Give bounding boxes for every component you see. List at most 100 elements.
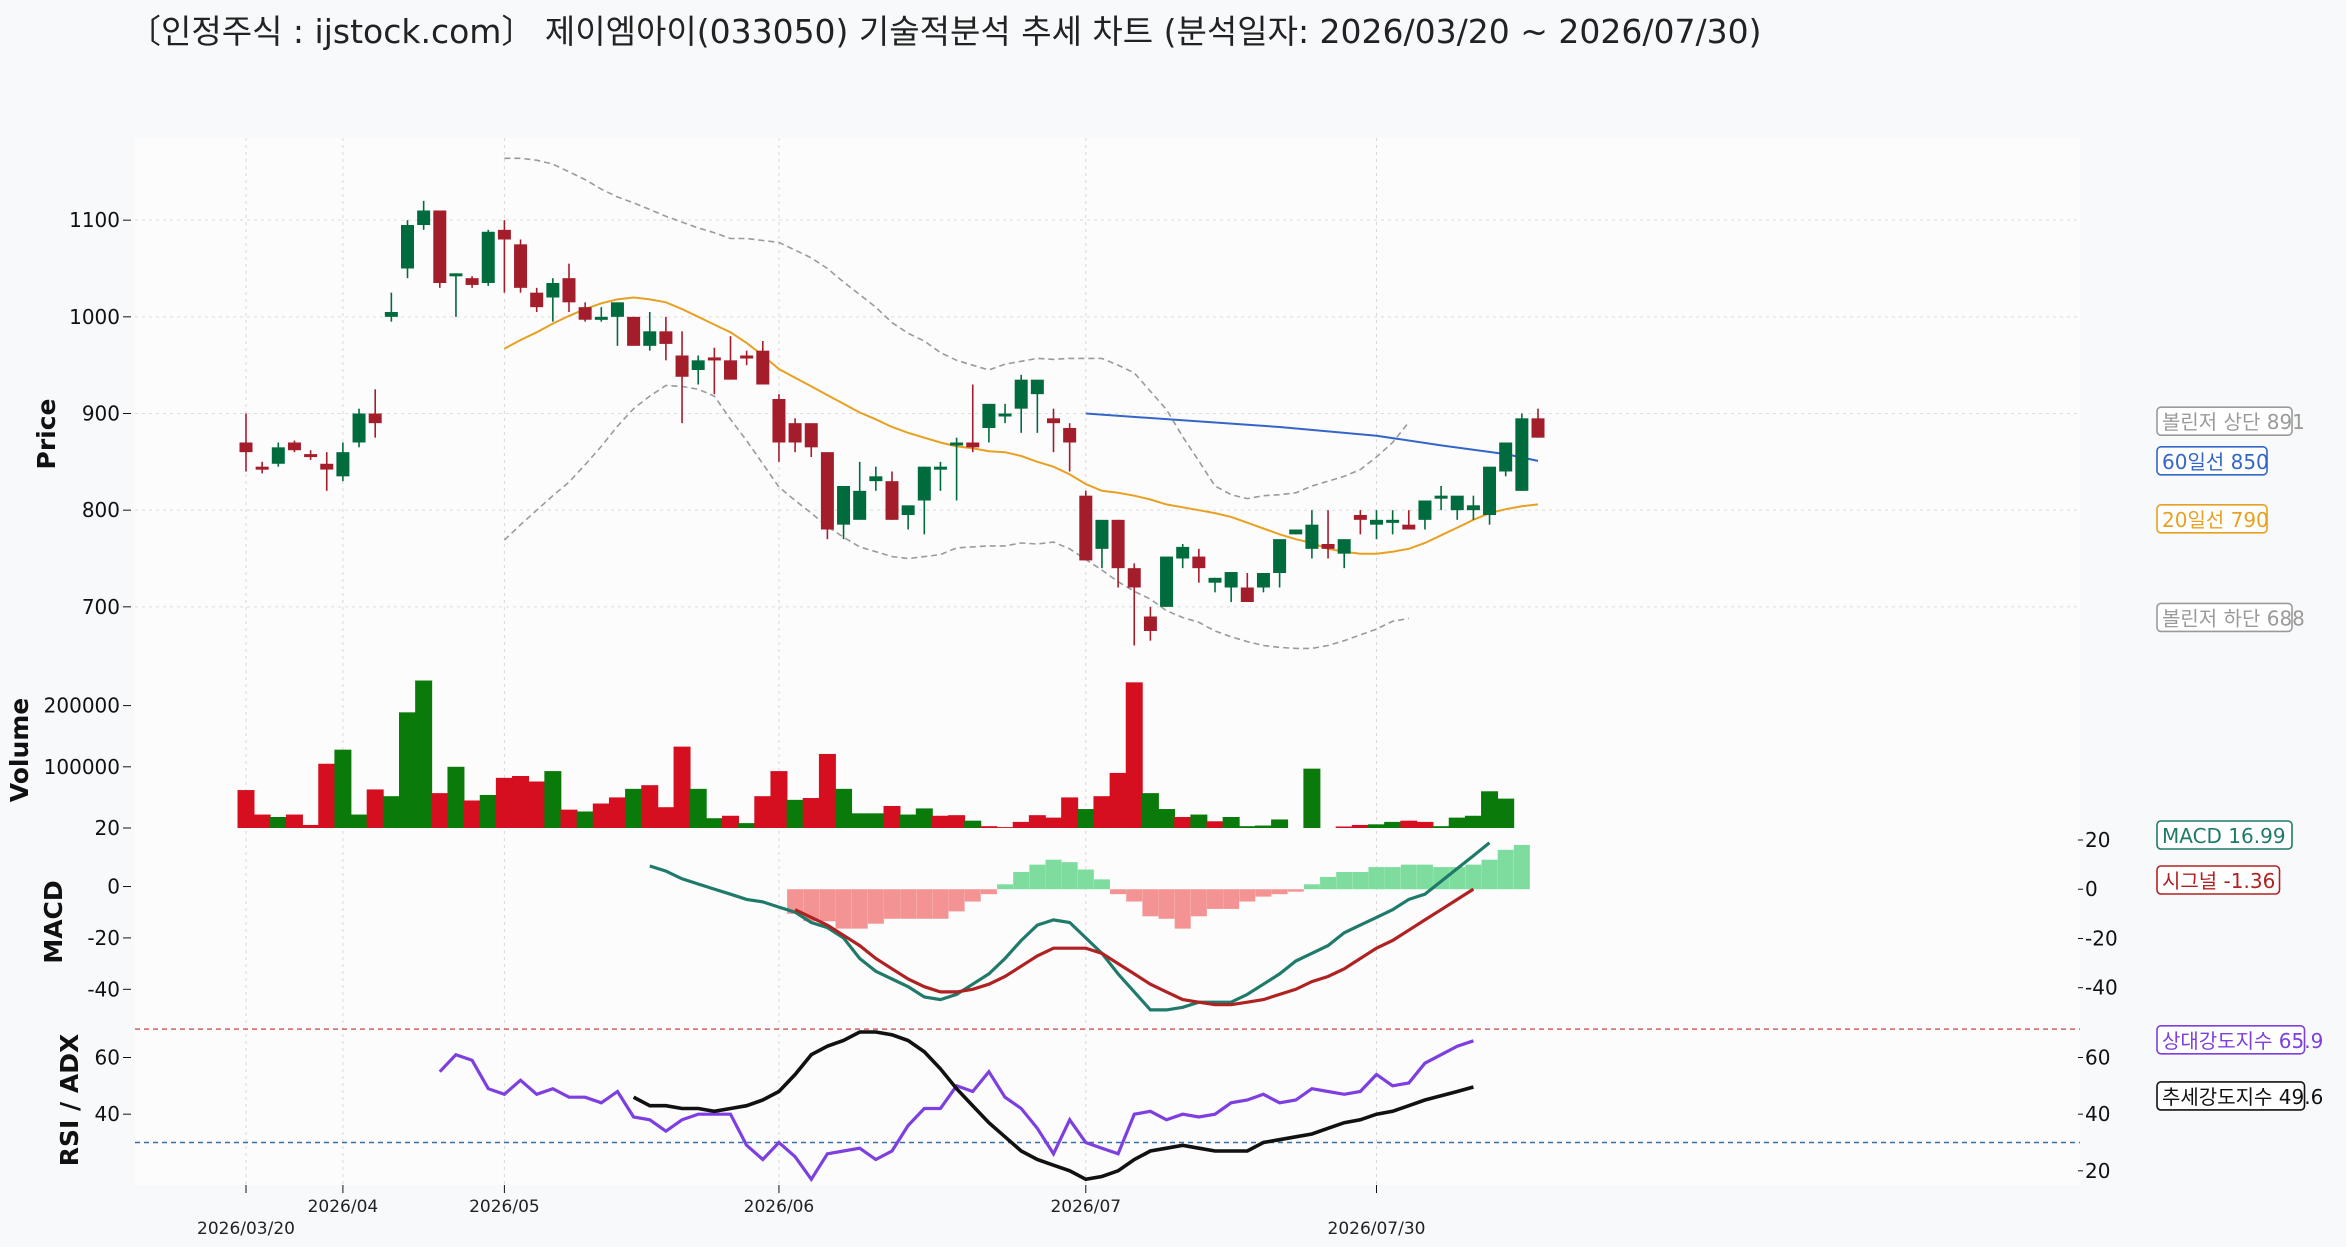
candle-body — [1305, 524, 1319, 549]
macd-histogram-bar — [1110, 889, 1127, 895]
rsi-tag: 상대강도지수 65.9 — [2156, 1024, 2323, 1055]
volume-bar — [1351, 824, 1369, 828]
rsi-tick-label: 60 — [95, 1046, 120, 1070]
volume-bar — [399, 712, 416, 828]
volume-bar — [867, 813, 885, 828]
volume-bar — [1158, 809, 1176, 828]
macd-histogram-bar — [900, 889, 917, 919]
value-tags: 볼린저 상단 891 60일선 850 20일선 790 볼린저 하단 688 MACD… — [2156, 406, 2323, 1111]
macd-tag-box — [2156, 820, 2293, 850]
macd-histogram-bar — [1223, 889, 1240, 909]
price-tag-1: 60일선 850 — [2156, 446, 2269, 476]
volume-bar — [754, 796, 772, 828]
volume-bar — [802, 798, 820, 828]
candle-body — [707, 357, 721, 361]
volume-bar — [576, 811, 594, 828]
candle-body — [384, 312, 398, 317]
volume-bar — [608, 797, 626, 828]
macd-histogram-bar — [1416, 864, 1433, 890]
candle-body — [1095, 519, 1109, 549]
candle-body — [497, 229, 511, 240]
candle-body — [578, 307, 592, 320]
volume-bar — [528, 781, 546, 828]
volume-bar — [415, 680, 433, 828]
candle-body — [1499, 442, 1513, 472]
macd-signal-line — [794, 887, 1475, 1007]
candle-body — [853, 490, 867, 520]
volume-bar — [1012, 821, 1030, 828]
volume-bar — [673, 746, 691, 828]
candle-body — [1208, 577, 1222, 583]
macd-right-tick-label: 0 — [2085, 877, 2098, 901]
volume-bar — [1109, 772, 1127, 828]
candle-body — [239, 442, 253, 453]
rsi-right-tick-label: 20 — [2085, 1159, 2110, 1183]
volume-bar — [1368, 824, 1385, 828]
macd-panel — [649, 841, 1530, 1012]
macd-histogram-bar — [932, 889, 949, 919]
grid-lines — [135, 138, 2080, 1185]
volume-bar — [1271, 819, 1289, 828]
candle-body — [901, 505, 915, 515]
rsi-adx-panel — [135, 1028, 2080, 1183]
volume-bar — [1497, 798, 1515, 828]
candle-body — [1240, 587, 1254, 602]
volume-tick-label: 200000 — [44, 694, 120, 718]
volume-bar — [237, 790, 255, 828]
x-tick-label: 2026/06 — [744, 1197, 815, 1217]
volume-bar — [253, 814, 271, 828]
candle-body — [643, 331, 657, 346]
candle-body — [368, 413, 382, 424]
volume-bar — [1125, 682, 1143, 828]
price-panel — [239, 157, 1545, 650]
candle-body — [917, 466, 931, 501]
candle-body — [352, 413, 366, 443]
volume-bar — [1384, 821, 1402, 828]
candle-body — [1418, 500, 1432, 520]
candle-body — [772, 399, 786, 443]
macd-right-tick-label: -20 — [2085, 926, 2118, 950]
candle-body — [788, 423, 802, 443]
volume-bar — [285, 814, 303, 828]
macd-histogram-bar — [1287, 889, 1304, 892]
price-tag-1-text: 60일선 850 — [2162, 450, 2269, 474]
macd-histogram-bar — [1077, 869, 1094, 890]
candle-body — [1030, 379, 1044, 395]
candle-body — [724, 360, 737, 380]
volume-bar — [1077, 809, 1095, 828]
macd-histogram-bar — [1158, 889, 1175, 919]
macd-histogram-bar — [1352, 872, 1369, 890]
candle-body — [481, 231, 495, 283]
price-tick-label: 1000 — [69, 305, 120, 329]
ma20-line — [503, 296, 1539, 555]
candle-body — [1483, 466, 1497, 515]
candle-body — [1256, 573, 1270, 588]
macd-line — [649, 841, 1491, 1012]
candle-body — [610, 302, 624, 317]
volume-bar — [641, 785, 659, 828]
candle-body — [514, 244, 528, 288]
price-tick-label: 900 — [82, 402, 120, 426]
candle-body — [336, 452, 350, 477]
price-tag-3-text: 볼린저 하단 688 — [2162, 606, 2305, 630]
volume-bar — [1093, 796, 1111, 828]
macd-histogram-bar — [1013, 872, 1030, 890]
volume-ylabel: Volume — [5, 698, 34, 803]
x-tick-label: 2026/05 — [469, 1197, 540, 1217]
volume-bar — [1432, 826, 1450, 828]
candle-body — [1160, 556, 1174, 607]
macd-histogram-bar — [1093, 879, 1110, 890]
candle-body — [1127, 568, 1141, 588]
macd-histogram-bar — [1174, 889, 1191, 929]
candle-body — [1321, 544, 1335, 549]
candle-body — [304, 454, 318, 458]
candle-body — [869, 476, 883, 482]
rsi-ylabel: RSI / ADX — [55, 1034, 84, 1166]
volume-bar — [835, 788, 853, 828]
macd-histogram-bar — [964, 889, 981, 902]
price-ylabel: Price — [32, 399, 61, 470]
volume-bar — [625, 788, 643, 828]
macd-histogram-bar — [1239, 889, 1256, 902]
volume-bar — [592, 803, 610, 828]
